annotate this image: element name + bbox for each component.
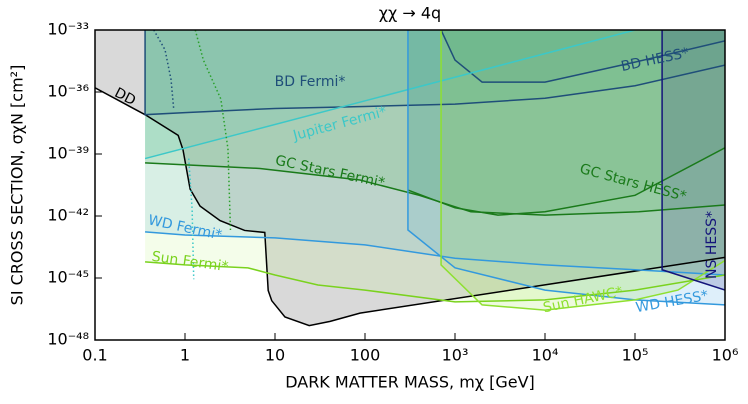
y-axis-label: SI CROSS SECTION, σχN [cm²]	[8, 65, 27, 306]
limit-line	[407, 147, 725, 216]
x-tick-label: 10⁶	[712, 346, 739, 365]
y-tick-label: 10⁻³⁶	[47, 82, 89, 101]
y-tick-label: 10⁻³⁹	[47, 144, 89, 163]
limit-line	[145, 231, 725, 276]
limit-line	[440, 30, 725, 311]
excluded-region	[145, 30, 725, 302]
x-tick-label: 10⁴	[532, 346, 559, 365]
limit-line	[187, 158, 195, 280]
excluded-region	[662, 30, 725, 291]
limit-line	[144, 30, 725, 116]
limit-line	[194, 30, 232, 231]
x-tick-label: 10⁵	[622, 346, 649, 365]
excluded-region	[145, 30, 725, 115]
chart-title: χχ → 4q	[379, 4, 441, 23]
series-label: BD Fermi*	[275, 74, 346, 90]
limit-line	[440, 30, 725, 83]
limit-line	[661, 30, 725, 291]
limit-line	[407, 30, 725, 306]
limit-line	[145, 261, 725, 303]
excluded-region	[407, 30, 725, 305]
plot-frame	[94, 29, 726, 341]
excluded-region	[441, 30, 725, 83]
series-label: NS HESS*	[704, 211, 720, 279]
excluded-region	[407, 30, 725, 216]
y-tick-label: 10⁻³³	[47, 20, 89, 39]
limit-line	[95, 87, 725, 327]
excluded-region	[95, 30, 725, 326]
y-tick-label: 10⁻⁴⁸	[47, 330, 89, 349]
x-tick-label: 10³	[442, 346, 469, 365]
y-tick-label: 10⁻⁴²	[47, 206, 89, 225]
excluded-region	[145, 30, 725, 216]
x-tick-label: 10	[265, 346, 285, 365]
limit-line	[153, 30, 175, 110]
x-axis-label: DARK MATTER MASS, mχ [GeV]	[285, 373, 535, 392]
lines	[95, 30, 725, 327]
x-tick-label: 0.1	[82, 346, 107, 365]
x-tick-label: 100	[350, 346, 381, 365]
x-tick-label: 1	[180, 346, 190, 365]
y-tick-label: 10⁻⁴⁵	[47, 268, 89, 287]
